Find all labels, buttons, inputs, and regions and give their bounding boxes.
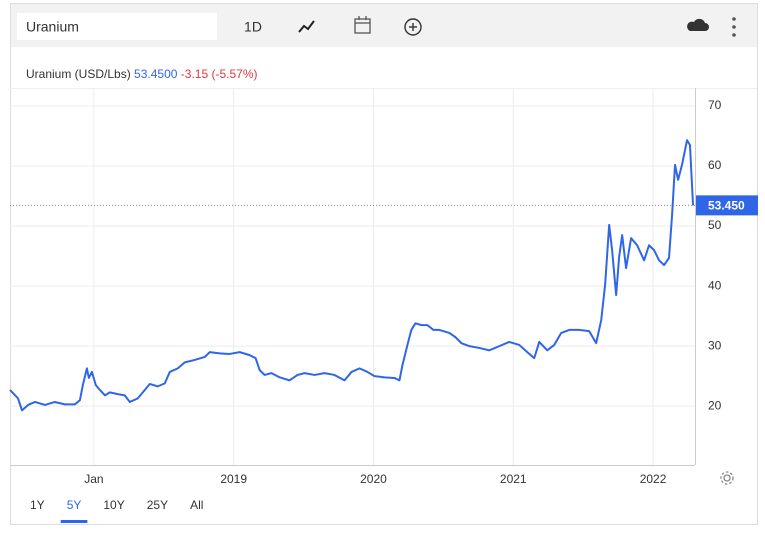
last-price-label: 53.450 [708, 199, 745, 213]
last-price-badge [696, 195, 758, 216]
search-box[interactable] [17, 13, 217, 40]
active-range-underline [60, 520, 88, 523]
chart-title: Uranium (USD/Lbs) 53.4500 -3.15 (-5.57%) [26, 67, 258, 81]
range-button[interactable]: 5Y [67, 498, 82, 512]
add-icon[interactable] [404, 18, 422, 36]
y-tick-label: 40 [708, 278, 722, 292]
chart-type-icon[interactable] [298, 20, 315, 33]
y-tick-label: 20 [708, 398, 722, 412]
range-button[interactable]: 25Y [147, 498, 168, 512]
settings-icon[interactable] [720, 471, 734, 485]
range-button[interactable]: All [190, 498, 203, 512]
range-button[interactable]: 1Y [30, 498, 45, 512]
y-tick-label: 60 [708, 158, 722, 172]
y-tick-label: 30 [708, 338, 722, 352]
calendar-icon[interactable] [354, 16, 371, 34]
x-tick-label: 2021 [500, 472, 527, 486]
title: Uranium (USD/Lbs) [26, 67, 131, 81]
frame [10, 3, 758, 525]
y-tick-label: 50 [708, 218, 722, 232]
search-text[interactable]: Uranium [26, 19, 79, 35]
interval-button[interactable]: 1D [244, 19, 262, 35]
price-line [9, 139, 695, 412]
x-tick-label: 2019 [220, 472, 247, 486]
change: -3.15 [181, 67, 209, 81]
range-button[interactable]: 10Y [103, 498, 124, 512]
x-tick-label: 2020 [360, 472, 387, 486]
x-tick-label: 2022 [640, 472, 667, 486]
price: 53.4500 [134, 67, 178, 81]
x-tick-label: Jan [84, 472, 103, 486]
menu-icon[interactable] [732, 17, 736, 37]
change-pct: (-5.57%) [211, 67, 257, 81]
download-icon[interactable] [687, 18, 709, 31]
y-tick-label: 70 [708, 98, 722, 112]
